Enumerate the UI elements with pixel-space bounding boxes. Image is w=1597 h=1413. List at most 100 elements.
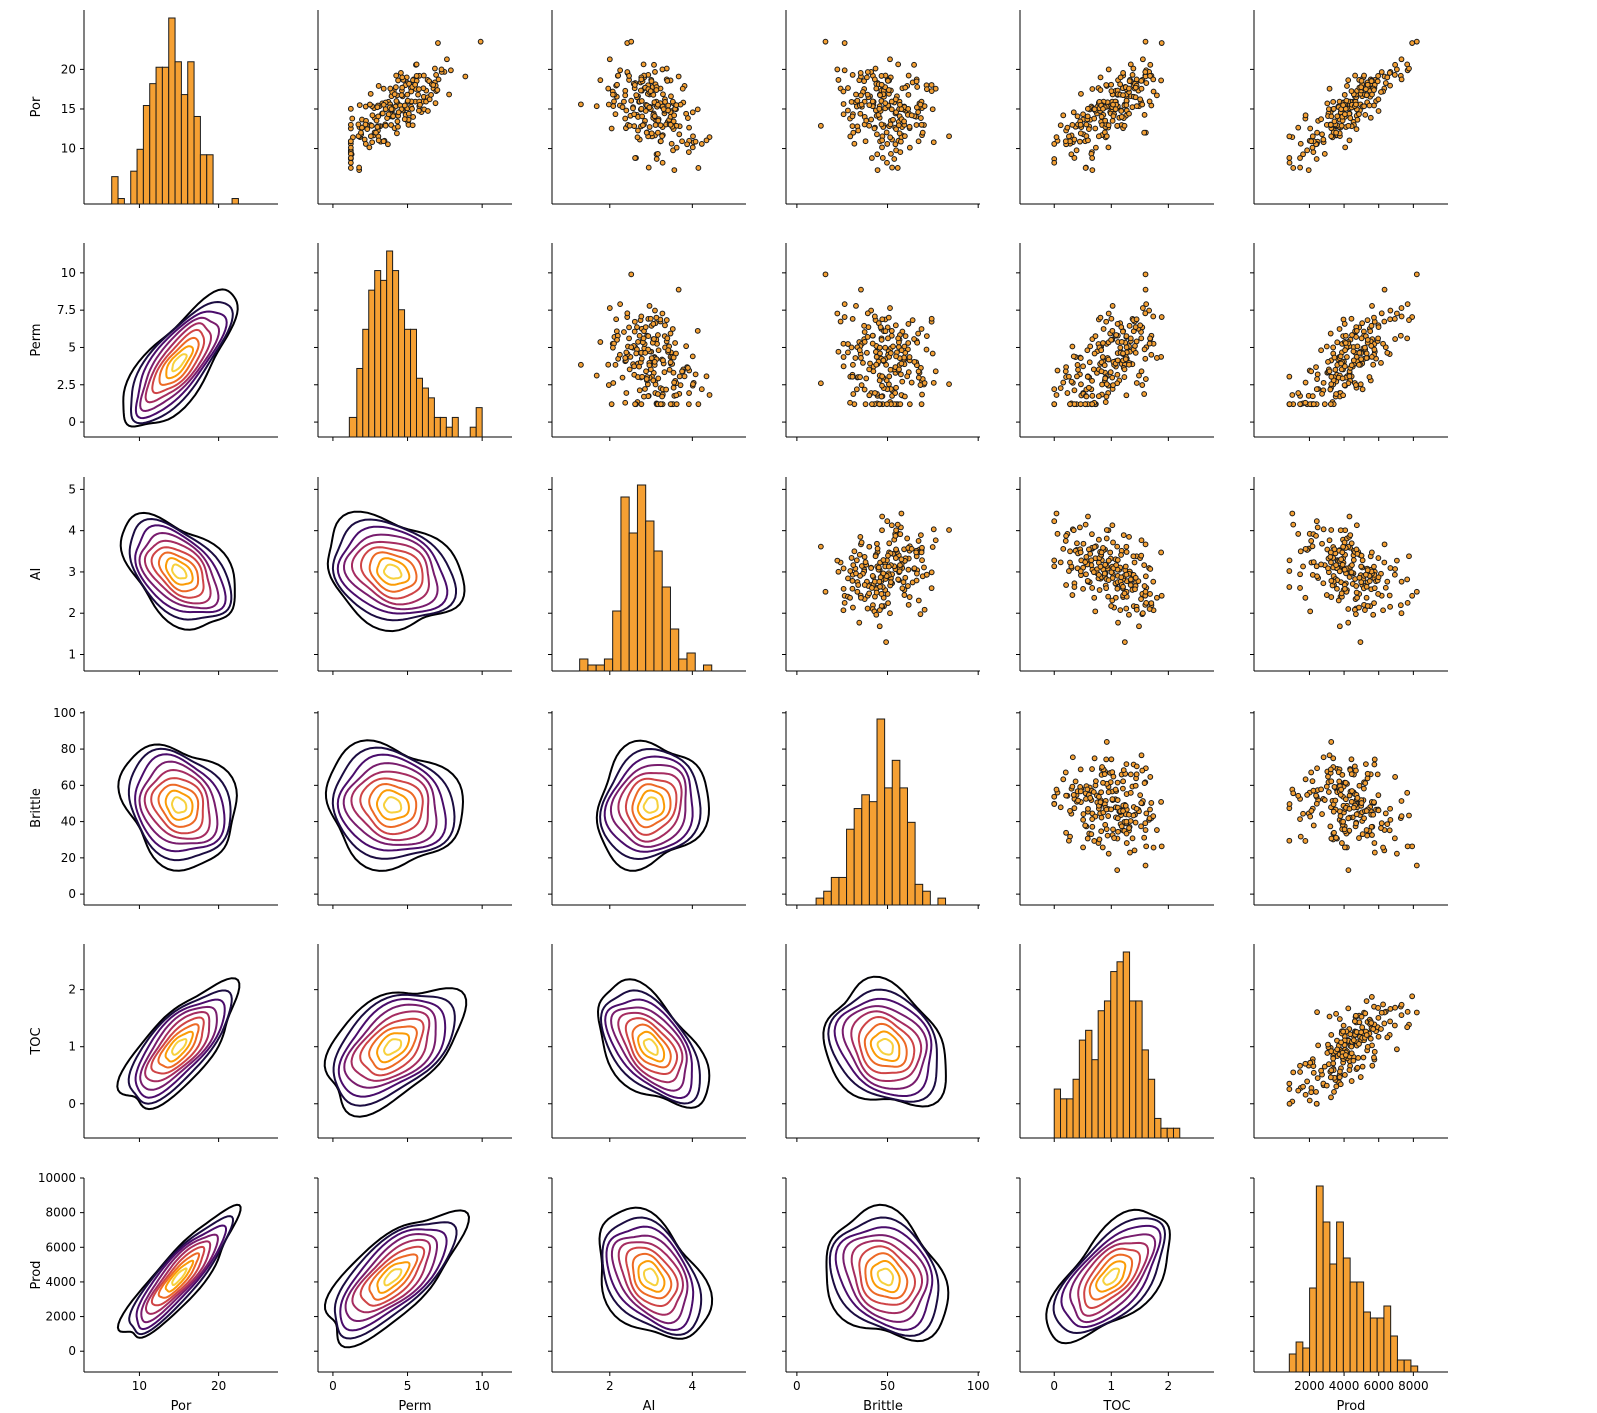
scatter-point xyxy=(1366,374,1373,380)
scatter-point xyxy=(645,164,652,171)
kde-contour xyxy=(599,989,701,1105)
scatter-point xyxy=(1404,599,1411,606)
scatter-point xyxy=(1150,813,1157,820)
scatter-point xyxy=(1088,831,1095,838)
scatter-point xyxy=(647,315,654,322)
kde-contour xyxy=(165,345,194,380)
scatter-point xyxy=(626,73,632,79)
kde-contour xyxy=(825,1203,950,1343)
y-tick-label: 2 xyxy=(68,983,76,997)
scatter-point xyxy=(1064,124,1071,131)
scatter-point xyxy=(1138,77,1145,84)
scatter-point xyxy=(855,127,862,134)
kde-contour xyxy=(359,777,424,836)
scatter-point xyxy=(1097,799,1104,806)
hist-bar xyxy=(1141,1049,1149,1139)
scatter-point xyxy=(1051,793,1058,800)
scatter-point xyxy=(876,344,883,351)
scatter-point xyxy=(840,565,847,572)
scatter-point xyxy=(1356,349,1363,356)
scatter-point xyxy=(1352,382,1359,388)
scatter-point xyxy=(1323,1082,1330,1089)
scatter-point xyxy=(1331,354,1338,361)
kde-contour xyxy=(344,1232,438,1322)
scatter-point xyxy=(631,111,638,118)
scatter-point xyxy=(1103,739,1110,745)
scatter-point xyxy=(1066,568,1072,574)
hist-bar xyxy=(469,426,477,438)
scatter-point xyxy=(864,349,870,356)
scatter-point xyxy=(871,313,878,320)
scatter-point xyxy=(1334,113,1341,120)
scatter-point xyxy=(878,121,885,128)
scatter-point xyxy=(623,349,630,356)
scatter-point xyxy=(1314,573,1320,580)
scatter-point xyxy=(1297,155,1303,161)
scatter-point xyxy=(631,123,638,130)
scatter-point xyxy=(1132,349,1139,356)
scatter-point xyxy=(1342,796,1349,803)
scatter-point xyxy=(1084,105,1091,112)
scatter-point xyxy=(1346,513,1353,520)
scatter-point xyxy=(1360,1054,1367,1061)
scatter-point xyxy=(917,115,924,121)
scatter-point xyxy=(428,91,434,98)
hist-bar xyxy=(410,328,417,438)
scatter-point xyxy=(917,611,924,618)
scatter-point xyxy=(1392,566,1399,572)
scatter-point xyxy=(1378,820,1385,827)
scatter-point xyxy=(1110,773,1117,780)
scatter-point xyxy=(1098,347,1105,354)
scatter-point xyxy=(1362,1010,1369,1017)
scatter-point xyxy=(1051,141,1058,147)
scatter-point xyxy=(878,393,885,400)
scatter-point xyxy=(1386,592,1393,599)
scatter-point xyxy=(374,104,381,111)
scatter-point xyxy=(356,102,363,109)
y-tick-label: 40 xyxy=(61,815,76,829)
kde-contour xyxy=(342,762,438,846)
scatter-point xyxy=(915,597,922,604)
scatter-point xyxy=(1066,373,1072,380)
scatter-point xyxy=(892,532,899,539)
hist-bar xyxy=(1116,961,1124,1139)
scatter-point xyxy=(694,327,701,334)
scatter-point xyxy=(1364,770,1371,777)
scatter-point xyxy=(1090,569,1097,576)
scatter-point xyxy=(1073,147,1080,154)
scatter-point xyxy=(857,533,864,540)
scatter-point xyxy=(395,77,401,84)
scatter-point xyxy=(858,594,864,601)
kde-contour xyxy=(150,1016,205,1075)
kde-contour xyxy=(150,1245,206,1307)
scatter-point xyxy=(385,141,391,148)
scatter-point xyxy=(1371,1054,1377,1061)
scatter-point xyxy=(1341,844,1348,851)
kde-contour xyxy=(135,1224,227,1331)
scatter-point xyxy=(694,106,701,113)
scatter-point xyxy=(1381,318,1388,325)
scatter-point xyxy=(593,103,600,110)
hist-bar xyxy=(180,94,189,205)
scatter-point xyxy=(667,121,674,128)
scatter-point xyxy=(1142,827,1149,833)
scatter-point xyxy=(1077,121,1084,128)
scatter-point xyxy=(1067,548,1073,555)
kde-contour xyxy=(128,1215,235,1336)
scatter-point xyxy=(1308,769,1315,776)
scatter-point xyxy=(1391,1022,1398,1029)
scatter-point xyxy=(834,310,841,317)
scatter-point xyxy=(911,358,918,365)
scatter-point xyxy=(888,522,895,529)
scatter-point xyxy=(399,84,406,91)
kde-contour xyxy=(326,510,466,633)
scatter-point xyxy=(1331,829,1337,836)
scatter-point xyxy=(1386,827,1393,834)
scatter-point xyxy=(1150,313,1157,320)
scatter-point xyxy=(872,553,879,560)
panel-Perm-vs-AI xyxy=(548,243,746,441)
scatter-point xyxy=(1099,844,1106,851)
hist-bar xyxy=(368,289,376,438)
hist-bar xyxy=(1103,1000,1112,1139)
scatter-point xyxy=(1375,335,1381,342)
